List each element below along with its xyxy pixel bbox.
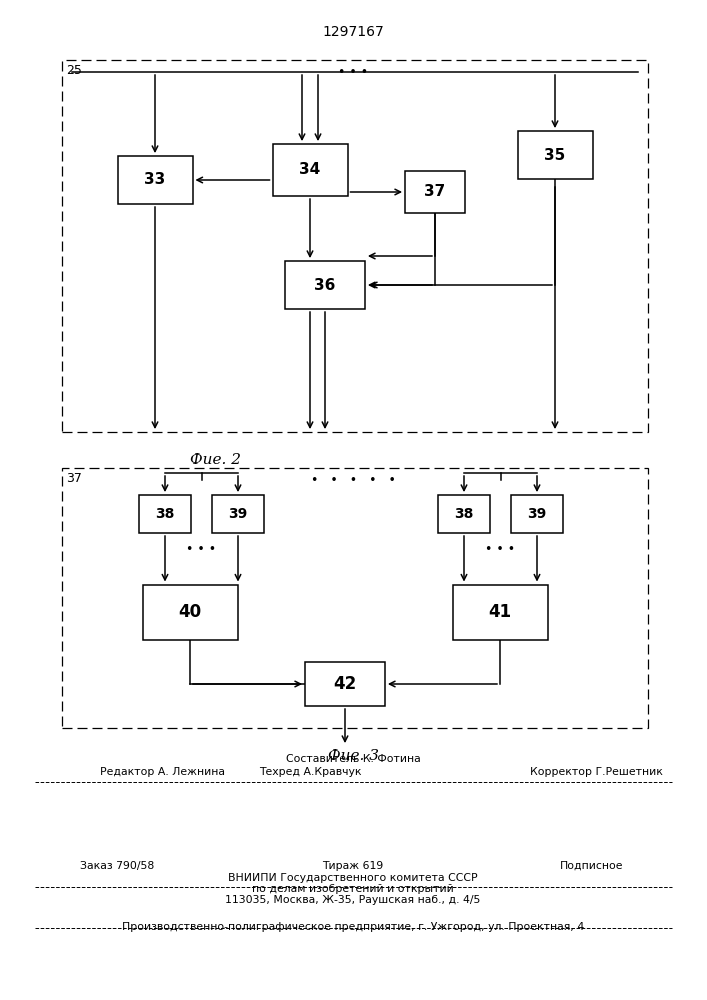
Text: 39: 39 (228, 507, 247, 521)
Bar (511, 495, 563, 533)
Text: Подписное: Подписное (560, 861, 624, 871)
Text: • • •: • • • (338, 66, 368, 79)
Bar (518, 131, 592, 179)
Text: Заказ 790/58: Заказ 790/58 (80, 861, 154, 871)
Text: 42: 42 (334, 675, 356, 693)
Text: Фие. 2: Фие. 2 (189, 453, 240, 467)
Text: Составитель К. Фотина: Составитель К. Фотина (286, 754, 421, 764)
Text: 34: 34 (299, 162, 321, 178)
Text: •   •   •   •   •: • • • • • (310, 474, 395, 487)
Bar (438, 495, 490, 533)
Text: • • •: • • • (486, 543, 515, 556)
Text: 40: 40 (178, 603, 201, 621)
Text: Фие. 3: Фие. 3 (327, 749, 378, 763)
Text: 36: 36 (315, 277, 336, 292)
Text: 33: 33 (144, 172, 165, 188)
Text: 38: 38 (455, 507, 474, 521)
Text: 25: 25 (66, 64, 82, 77)
Text: Тираж 619: Тираж 619 (322, 861, 384, 871)
Text: Корректор Г.Решетник: Корректор Г.Решетник (530, 767, 663, 777)
Bar (285, 261, 365, 309)
Bar (62, 60, 648, 432)
Text: Производственно-полиграфическое предприятие, г. Ужгород, ул. Проектная, 4: Производственно-полиграфическое предприя… (122, 922, 584, 932)
Text: • • •: • • • (187, 543, 216, 556)
Text: по делам изобретений и открытий: по делам изобретений и открытий (252, 884, 454, 894)
Text: 1297167: 1297167 (322, 25, 384, 39)
Text: 37: 37 (66, 472, 82, 485)
Bar (212, 495, 264, 533)
Text: Редактор А. Лежнина: Редактор А. Лежнина (100, 767, 225, 777)
Text: 37: 37 (424, 184, 445, 200)
Bar (405, 171, 465, 213)
Text: 35: 35 (544, 147, 566, 162)
Bar (305, 662, 385, 706)
Text: 41: 41 (489, 603, 512, 621)
Bar (452, 584, 547, 640)
Bar (139, 495, 191, 533)
Text: Техред А.Кравчук: Техред А.Кравчук (259, 767, 361, 777)
Text: ВНИИПИ Государственного комитета СССР: ВНИИПИ Государственного комитета СССР (228, 873, 478, 883)
Bar (272, 144, 348, 196)
Text: 113035, Москва, Ж-35, Раушская наб., д. 4/5: 113035, Москва, Ж-35, Раушская наб., д. … (226, 895, 481, 905)
Bar (143, 584, 238, 640)
Bar (117, 156, 192, 204)
Text: 39: 39 (527, 507, 547, 521)
Text: 38: 38 (156, 507, 175, 521)
Bar (62, 468, 648, 728)
